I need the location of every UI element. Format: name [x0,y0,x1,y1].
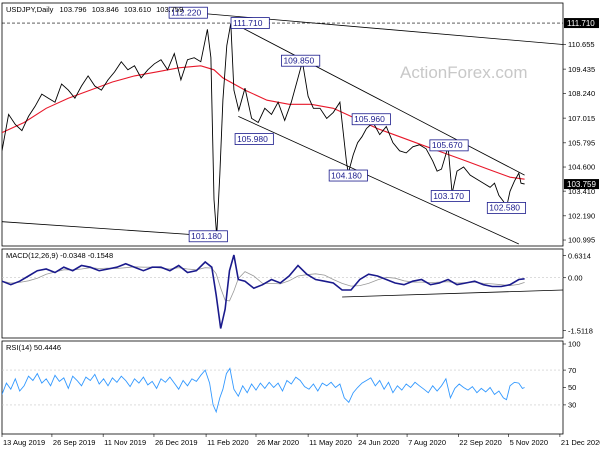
macd-panel-frame [1,248,564,339]
annotation-label: 101.180 [191,231,222,241]
macd-y-axis: 0.6314 0.00 -1.5118 [563,251,593,335]
macd-trendline-0 [342,289,563,298]
price-plot [2,12,563,245]
price-ytick-label: 110.655 [568,40,595,49]
price-ytick-label: 104.600 [568,163,595,172]
rsi-y-axis: 100 70 50 30 [563,340,581,410]
annotation-label: 112.220 [171,8,201,18]
rsi-line [2,367,525,414]
price-panel-frame [1,2,564,247]
annotation-box [486,202,527,214]
macd-ytick-label: 0.00 [568,273,583,282]
last-price-box [564,179,599,190]
x-tick-label: 22 Sep 2020 [459,438,502,447]
annotation-box [328,169,368,182]
annotation-label: 109.850 [283,56,314,66]
x-tick-label: 24 Jun 2020 [358,438,399,447]
macd-ytick-label: -1.5118 [568,326,593,335]
macd-ytick-label: 0.6314 [568,251,591,260]
last-price-label: 103.759 [567,180,596,189]
rsi-ytick-label: 70 [568,366,576,375]
price-trendline-1 [232,22,525,176]
rsi-panel-title: RSI(14) 50.4446 [6,343,61,352]
annotation-label: 105.960 [354,114,385,124]
x-axis: 13 Aug 2019 26 Sep 2019 11 Nov 2019 26 Dec … [1,434,600,447]
price-panel-title: USDJPY,Daily 103.796 103.846 103.610 103… [6,5,183,14]
annotation-box [281,54,321,67]
x-tick-label: 7 Aug 2020 [408,438,446,447]
moving-average-line [2,65,525,180]
annotation-box [351,113,391,126]
x-tick-label: 11 Nov 2019 [104,438,146,447]
annotation-label: 105.670 [432,140,463,150]
price-annotations: 112.220 111.710 109.850 105.980 105.960 105.6… [168,6,527,243]
annotation-label: 103.170 [433,191,464,201]
price-ytick-label: 109.435 [568,65,595,74]
annotation-box [429,139,469,152]
annotation-box [230,17,270,29]
x-tick-label: 11 Feb 2020 [207,438,249,447]
price-trendline-2 [238,116,519,245]
annotation-label: 102.580 [489,203,520,213]
macd-line [2,254,525,329]
rsi-ytick-label: 50 [568,383,576,392]
price-ytick-label: 103.410 [568,187,595,196]
price-trendline-3 [2,221,217,237]
x-tick-label: 26 Sep 2019 [53,438,96,447]
macd-plot [2,254,563,329]
reference-level-label: 111.710 [567,19,595,28]
price-y-axis: 110.655 109.435 108.240 107.015 105.795 104.6… [563,18,599,245]
x-tick-label: 21 Dec 2020 [561,438,600,447]
price-ytick-label: 105.795 [568,139,595,148]
rsi-panel-frame [1,340,564,435]
x-tick-label: 11 May 2020 [309,438,352,447]
price-ytick-label: 100.995 [568,236,595,245]
annotation-label: 105.980 [237,134,268,144]
annotation-box [430,190,470,202]
annotation-box [234,133,274,145]
price-line [2,23,525,236]
annotation-label: 111.710 [233,18,263,28]
x-tick-label: 26 Dec 2019 [155,438,198,447]
rsi-ytick-label: 30 [568,401,576,410]
price-ytick-label: 107.015 [568,114,595,123]
annotation-box [188,230,228,243]
price-ytick-label: 108.240 [568,89,595,98]
x-tick-label: 26 Mar 2020 [257,438,299,447]
macd-panel-title: MACD(12,26,9) -0.0348 -0.1548 [6,251,113,260]
price-ytick-label: 102.190 [568,212,595,221]
watermark: ActionForex.com [400,63,528,82]
annotation-box [168,6,208,19]
x-tick-label: 5 Nov 2020 [510,438,548,447]
rsi-ytick-label: 100 [568,340,581,349]
annotation-label: 104.180 [331,170,362,180]
x-tick-label: 13 Aug 2019 [3,438,45,447]
rsi-plot [2,367,563,414]
reference-level-box [564,18,599,29]
